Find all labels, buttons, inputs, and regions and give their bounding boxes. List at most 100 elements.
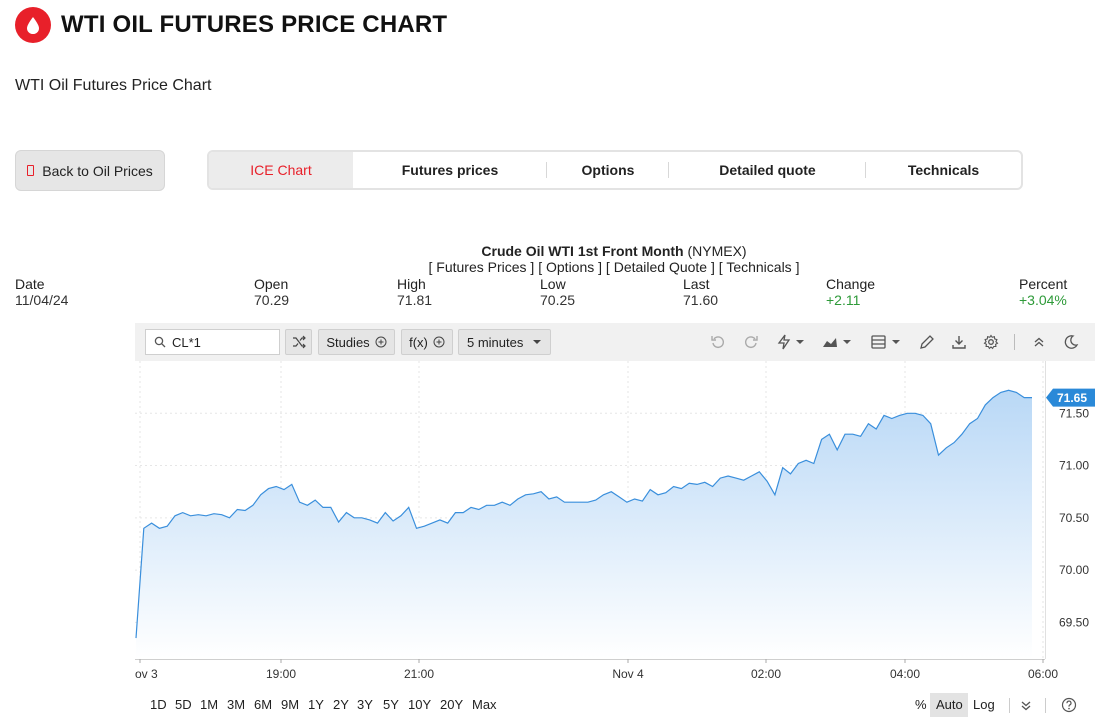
- redo-icon[interactable]: [740, 332, 762, 352]
- plus-circle-icon: [375, 336, 387, 348]
- stat-value: 11/04/24: [15, 292, 69, 308]
- tab-futures-prices[interactable]: Futures prices: [353, 152, 547, 188]
- tab-label: Futures prices: [401, 162, 499, 178]
- events-icon[interactable]: [775, 332, 807, 352]
- stat-label: High: [397, 276, 426, 292]
- stat-low: Low 70.25: [540, 276, 575, 308]
- stat-value: +3.04%: [1019, 292, 1067, 308]
- range-5y-button[interactable]: 5Y: [383, 697, 399, 712]
- stat-high: High 71.81: [397, 276, 432, 308]
- last-price-label: 71.65: [1057, 391, 1087, 405]
- stat-label: Last: [683, 276, 710, 292]
- x-tick-label: 19:00: [266, 667, 296, 681]
- x-tick-label: 06:00: [1028, 667, 1058, 681]
- y-tick-label: 71.00: [1059, 459, 1089, 473]
- range-divider: [1045, 698, 1046, 713]
- tab-ice-chart[interactable]: ICE Chart: [209, 152, 353, 188]
- download-icon[interactable]: [948, 332, 970, 352]
- link-technicals[interactable]: Technicals: [726, 259, 792, 275]
- tab-label: Technicals: [907, 162, 980, 178]
- range-1d-button[interactable]: 1D: [150, 697, 167, 712]
- range-1y-button[interactable]: 1Y: [308, 697, 324, 712]
- range-1m-button[interactable]: 1M: [200, 697, 219, 712]
- stat-open: Open 70.29: [254, 276, 289, 308]
- quote-name: Crude Oil WTI 1st Front Month: [481, 243, 684, 259]
- tab-divider: [546, 162, 547, 178]
- back-icon: [27, 165, 35, 176]
- stat-value: 71.81: [397, 292, 433, 308]
- gear-icon[interactable]: [980, 332, 1002, 352]
- price-chart[interactable]: 69.50 70.00 70.50 71.00 71.50 ov 3 19:00 21:00 N…: [135, 361, 1095, 690]
- stat-change: Change +2.11: [826, 276, 875, 308]
- range-max-button[interactable]: Max: [472, 697, 497, 712]
- x-tick-label: 02:00: [751, 667, 781, 681]
- x-tick-label: 04:00: [890, 667, 920, 681]
- undo-icon[interactable]: [707, 332, 729, 352]
- x-tick-label: 21:00: [404, 667, 434, 681]
- quote-exchange: (NYMEX): [683, 243, 747, 259]
- studies-button[interactable]: Studies: [318, 329, 395, 355]
- stat-label: Open: [254, 276, 289, 292]
- link-futures-prices[interactable]: Futures Prices: [436, 259, 527, 275]
- dark-mode-icon[interactable]: [1060, 332, 1082, 352]
- symbol-value: CL*1: [172, 334, 201, 350]
- interval-select[interactable]: 5 minutes: [458, 329, 551, 355]
- page-header: WTI OIL FUTURES PRICE CHART: [15, 6, 447, 44]
- stat-label: Date: [15, 276, 45, 292]
- range-5d-button[interactable]: 5D: [175, 697, 192, 712]
- range-20y-button[interactable]: 20Y: [440, 697, 464, 712]
- help-icon[interactable]: [1061, 697, 1077, 716]
- tab-bar: ICE Chart Futures prices Options Detaile…: [207, 150, 1023, 190]
- stat-label: Change: [826, 276, 876, 292]
- x-tick-label: Nov 4: [612, 667, 644, 681]
- price-area-fill: [136, 390, 1032, 659]
- range-3y-button[interactable]: 3Y: [357, 697, 373, 712]
- range-6m-button[interactable]: 6M: [254, 697, 273, 712]
- fx-label: f(x): [409, 334, 428, 350]
- range-10y-button[interactable]: 10Y: [408, 697, 432, 712]
- auto-scale-button[interactable]: Auto: [936, 697, 963, 712]
- tab-divider: [668, 162, 669, 178]
- back-to-oil-prices-button[interactable]: Back to Oil Prices: [15, 150, 165, 191]
- toolbar-divider: [1014, 334, 1015, 350]
- range-3m-button[interactable]: 3M: [227, 697, 246, 712]
- y-tick-label: 70.50: [1059, 511, 1089, 525]
- collapse-icon[interactable]: [1028, 332, 1050, 352]
- link-detailed-quote[interactable]: Detailed Quote: [613, 259, 708, 275]
- oil-drop-icon: [15, 7, 51, 43]
- tab-detailed-quote[interactable]: Detailed quote: [669, 152, 866, 188]
- tab-label: Detailed quote: [719, 162, 816, 178]
- y-tick-label: 71.50: [1059, 406, 1089, 420]
- chevron-down-icon: [533, 340, 542, 344]
- chart-type-icon[interactable]: [821, 332, 853, 352]
- shuffle-icon: [292, 335, 306, 349]
- y-tick-label: 69.50: [1059, 615, 1089, 629]
- compare-button[interactable]: [285, 329, 312, 355]
- stat-date: Date 11/04/24: [15, 276, 68, 308]
- pencil-icon[interactable]: [916, 332, 938, 352]
- studies-label: Studies: [326, 334, 370, 350]
- range-divider: [1009, 698, 1010, 713]
- expand-icon[interactable]: [1019, 699, 1033, 716]
- search-icon: [154, 336, 166, 348]
- log-scale-button[interactable]: Log: [973, 697, 995, 712]
- range-9m-button[interactable]: 9M: [281, 697, 300, 712]
- x-tick-label: ov 3: [135, 667, 158, 681]
- stat-value: 70.29: [254, 292, 290, 308]
- tab-label: ICE Chart: [250, 162, 312, 178]
- y-tick-label: 70.00: [1059, 563, 1089, 577]
- stat-label: Percent: [1019, 276, 1068, 292]
- percent-scale-button[interactable]: %: [915, 697, 927, 712]
- symbol-search-input[interactable]: CL*1: [145, 329, 280, 355]
- chart-container: CL*1 Studies f(x) 5 minutes 69.50 70.00 70…: [135, 323, 1095, 690]
- range-2y-button[interactable]: 2Y: [333, 697, 349, 712]
- layout-icon[interactable]: [869, 332, 903, 352]
- tab-options[interactable]: Options: [547, 152, 669, 188]
- function-button[interactable]: f(x): [401, 329, 453, 355]
- stat-label: Low: [540, 276, 566, 292]
- link-options[interactable]: Options: [546, 259, 595, 275]
- tab-technicals[interactable]: Technicals: [866, 152, 1021, 188]
- tab-divider: [865, 162, 866, 178]
- price-line: [135, 389, 1032, 639]
- interval-label: 5 minutes: [467, 334, 524, 350]
